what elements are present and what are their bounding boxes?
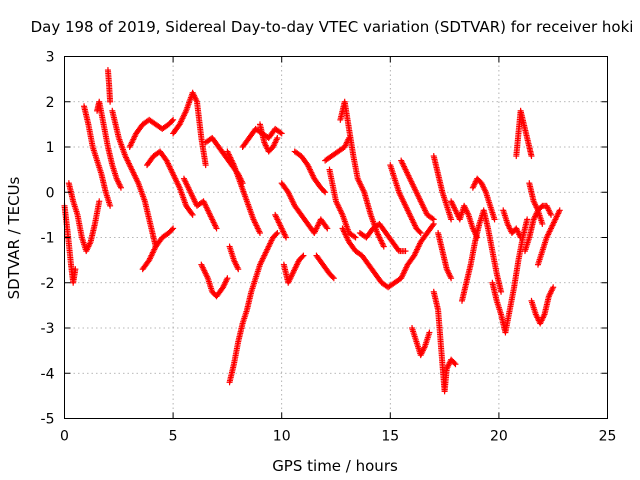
chart-title: Day 198 of 2019, Sidereal Day-to-day VTE… — [31, 18, 634, 36]
data-point — [528, 153, 535, 160]
data-point — [329, 274, 336, 281]
data-point — [451, 360, 458, 367]
data-point — [202, 162, 209, 169]
data-point — [324, 225, 331, 232]
data-point — [380, 243, 387, 250]
data-point — [402, 248, 409, 255]
data-point — [491, 216, 498, 223]
y-tick-label: -2 — [41, 276, 55, 292]
data-point — [517, 234, 524, 241]
y-tick-labels: -5 -4 -3 -2 -1 0 1 2 3 — [41, 50, 55, 428]
y-tick-label: 3 — [46, 50, 55, 66]
x-tick-label: 0 — [60, 429, 69, 445]
data-point — [169, 226, 176, 233]
y-tick-label: 1 — [46, 140, 55, 156]
y-tick-label: 0 — [46, 185, 55, 201]
data-point — [429, 222, 436, 229]
data-point — [117, 184, 124, 191]
x-axis-label: GPS time / hours — [272, 457, 398, 475]
data-point — [351, 233, 358, 240]
data-point — [430, 216, 437, 223]
data-point — [170, 116, 177, 123]
data-point — [322, 189, 329, 196]
y-tick-label: -3 — [41, 321, 55, 337]
data-point — [524, 216, 531, 223]
data-point — [321, 188, 328, 195]
data-point — [330, 275, 337, 282]
data-point — [170, 225, 177, 232]
data-point — [416, 228, 423, 235]
data-point — [448, 275, 455, 282]
data-point — [107, 98, 114, 105]
x-tick-label: 15 — [381, 429, 399, 445]
data-point — [256, 229, 263, 236]
data-point — [550, 284, 557, 291]
data-point — [498, 288, 505, 295]
y-axis-label: SDTVAR / TECUs — [5, 176, 23, 299]
data-point — [96, 198, 103, 205]
data-point — [300, 252, 307, 259]
x-tick-labels: 0 5 10 15 20 25 — [60, 429, 616, 445]
data-point — [213, 225, 220, 232]
data-point — [417, 229, 424, 236]
y-tick-label: -1 — [41, 231, 55, 247]
axis-ticks — [64, 56, 608, 419]
data-point — [426, 329, 433, 336]
data-point — [189, 211, 196, 218]
data-point — [224, 275, 231, 282]
x-tick-label: 5 — [169, 429, 178, 445]
data-point — [169, 117, 176, 124]
data-points — [61, 67, 563, 395]
x-tick-label: 20 — [490, 429, 508, 445]
y-tick-label: 2 — [46, 95, 55, 111]
data-point — [277, 129, 284, 136]
data-point — [235, 266, 242, 273]
data-point — [274, 134, 281, 141]
data-point — [352, 234, 359, 241]
data-point — [448, 216, 455, 223]
data-point — [283, 234, 290, 241]
x-tick-label: 25 — [599, 429, 617, 445]
data-point — [548, 211, 555, 218]
y-tick-label: -4 — [41, 366, 55, 382]
data-point — [274, 229, 281, 236]
x-tick-label: 10 — [273, 429, 291, 445]
y-tick-label: -5 — [41, 412, 55, 428]
data-point — [556, 207, 563, 214]
data-point — [72, 266, 79, 273]
grid-lines — [64, 56, 608, 419]
data-point — [273, 231, 280, 238]
data-point — [188, 210, 195, 217]
data-point — [539, 220, 546, 227]
data-point — [452, 361, 459, 368]
data-point — [278, 130, 285, 137]
data-point — [299, 253, 306, 260]
data-point — [107, 202, 114, 209]
data-point — [323, 224, 330, 231]
data-point — [429, 215, 436, 222]
